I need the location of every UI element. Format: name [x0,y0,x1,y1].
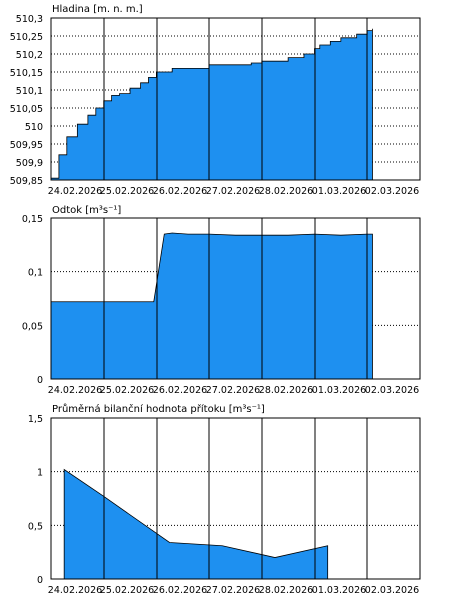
chart-hladina: Hladina [m. n. m.] 509,85 509,9 509,95 510 51… [10,4,421,197]
x-tick-label: 25.02.2026 [100,585,154,596]
x-tick-label: 25.02.2026 [100,385,154,396]
y-tick-label: 1 [37,468,43,479]
plot-frame [50,17,421,181]
x-tick-label: 24.02.2026 [48,186,102,197]
plot-frame [50,217,421,380]
y-tick-label: 509,9 [16,158,43,169]
chart-title: Hladina [m. n. m.] [52,4,143,15]
x-tick-label: 26.02.2026 [153,385,207,396]
x-tick-label: 24.02.2026 [48,385,102,396]
x-tick-label: 26.02.2026 [153,585,207,596]
x-tick-label: 01.03.2026 [312,585,366,596]
y-tick-label: 510,25 [10,32,43,43]
plot-frame [50,417,421,580]
chart-odtok: Odtok [m³s⁻¹] 0 0,05 0,1 0,15 24.02.202625.02… [22,205,421,396]
y-tick-label: 510,3 [16,14,43,25]
y-tick-label: 0 [37,575,43,586]
y-tick-label: 0,05 [22,321,43,332]
y-tick-label: 1,5 [28,414,43,425]
series-area [63,468,329,580]
y-tick-label: 510,2 [16,50,43,61]
y-tick-label: 509,85 [10,176,43,187]
series-area [50,28,373,181]
y-tick-label: 0,5 [28,521,43,532]
x-tick-label: 27.02.2026 [206,385,260,396]
y-tick-label: 0 [37,375,43,386]
x-tick-label: 25.02.2026 [100,186,154,197]
x-tick-label: 28.02.2026 [259,585,313,596]
y-tick-label: 510,05 [10,104,43,115]
y-tick-label: 509,95 [10,140,43,151]
x-tick-label: 24.02.2026 [48,585,102,596]
x-tick-label: 02.03.2026 [365,186,419,197]
y-tick-label: 0,15 [22,214,43,225]
chart-pritok: Průměrná bilanční hodnota přítoku [m³s⁻¹… [28,403,421,596]
x-tick-label: 26.02.2026 [153,186,207,197]
x-tick-label: 27.02.2026 [206,186,260,197]
x-tick-label: 28.02.2026 [259,186,313,197]
x-tick-label: 02.03.2026 [365,385,419,396]
series-area [50,232,373,380]
x-tick-label: 01.03.2026 [312,385,366,396]
chart-title: Průměrná bilanční hodnota přítoku [m³s⁻¹… [52,403,265,415]
y-tick-label: 510 [25,122,43,133]
x-tick-label: 01.03.2026 [312,186,366,197]
x-tick-label: 27.02.2026 [206,585,260,596]
x-tick-label: 28.02.2026 [259,385,313,396]
y-tick-label: 0,1 [28,268,43,279]
y-tick-label: 510,15 [10,68,43,79]
y-tick-label: 510,1 [16,86,43,97]
chart-title: Odtok [m³s⁻¹] [52,205,121,216]
x-tick-label: 02.03.2026 [365,585,419,596]
